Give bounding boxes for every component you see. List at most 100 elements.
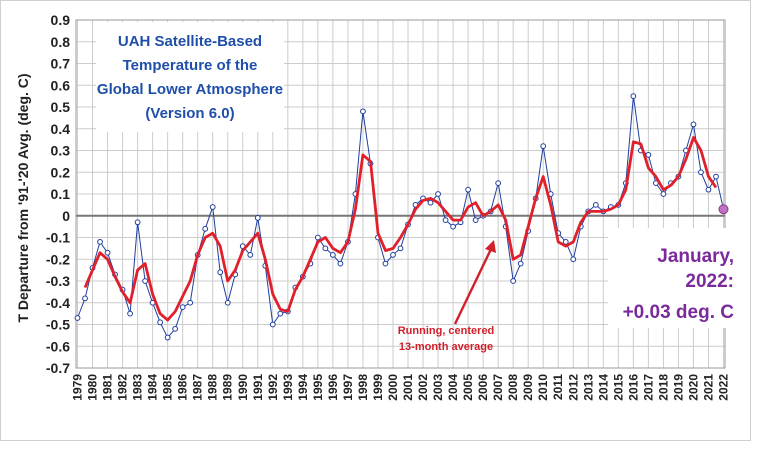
x-tick-label: 2022 xyxy=(716,374,730,401)
monthly-data-point xyxy=(450,223,456,230)
x-tick-label: 1987 xyxy=(191,374,205,401)
y-tick-label: 0.2 xyxy=(51,164,71,180)
x-tick-label: 1984 xyxy=(146,374,160,401)
monthly-data-point xyxy=(179,304,186,311)
monthly-data-point xyxy=(660,191,667,197)
monthly-data-point xyxy=(224,299,231,306)
monthly-data-point xyxy=(382,260,389,267)
monthly-data-point xyxy=(82,295,88,302)
monthly-data-point xyxy=(202,225,209,232)
running-average-arrowhead xyxy=(485,240,496,253)
running-average-label-line-2: 13-month average xyxy=(399,341,493,353)
x-tick-label: 1985 xyxy=(161,374,175,401)
x-tick-label: 1983 xyxy=(131,374,145,401)
monthly-data-point xyxy=(142,278,149,284)
monthly-data-point xyxy=(645,151,652,158)
x-tick-label: 2012 xyxy=(566,374,580,401)
monthly-data-point xyxy=(314,234,321,241)
x-tick-label: 1996 xyxy=(326,374,340,401)
monthly-data-point xyxy=(217,269,224,276)
x-tick-labels: 1979 1980 1981 1982 1983 1984 1985 1986 1987 1988… xyxy=(71,374,731,401)
x-tick-label: 2015 xyxy=(611,374,625,401)
monthly-data-point xyxy=(209,204,216,210)
plot-border xyxy=(75,19,726,369)
x-tick-label: 2011 xyxy=(551,374,565,400)
y-tick-label: -0.5 xyxy=(46,317,70,333)
monthly-data-point xyxy=(322,245,329,252)
x-tick-label: 1997 xyxy=(341,374,355,401)
chart-title-line-3: Global Lower Atmosphere xyxy=(97,81,283,98)
x-tick-label: 1980 xyxy=(86,374,100,401)
x-tick-label: 1999 xyxy=(371,374,385,401)
monthly-data-point xyxy=(157,319,164,326)
y-tick-label: 0.4 xyxy=(51,121,71,137)
running-average-label-line-1: Running, centered xyxy=(398,325,495,337)
monthly-data-point xyxy=(465,186,472,193)
x-tick-label: 2000 xyxy=(386,374,400,401)
x-tick-label: 2016 xyxy=(626,374,640,401)
chart-title-line-4: (Version 6.0) xyxy=(145,105,234,122)
monthly-data-point xyxy=(397,245,404,252)
y-tick-label: -0.6 xyxy=(46,338,70,354)
x-tick-label: 2009 xyxy=(521,374,535,401)
x-tick-label: 2002 xyxy=(416,374,430,401)
x-tick-label: 1981 xyxy=(101,374,115,401)
latest-value-marker xyxy=(718,204,729,215)
y-tick-label: 0.8 xyxy=(51,34,71,50)
y-tick-labels: -0.7 -0.6 -0.5 -0.4 -0.3 -0.2 -0.1 0 0.1 0.2 0.3 0.… xyxy=(46,12,70,376)
x-tick-label: 2006 xyxy=(476,374,490,401)
monthly-data-point xyxy=(127,310,133,317)
monthly-data-point xyxy=(517,260,524,267)
monthly-data-point xyxy=(713,173,719,180)
x-tick-label: 1982 xyxy=(116,374,130,401)
x-tick-label: 1995 xyxy=(311,374,325,401)
monthly-data-point xyxy=(74,315,81,321)
monthly-data-point xyxy=(134,219,141,226)
y-tick-label: -0.4 xyxy=(46,295,70,311)
monthly-data-point xyxy=(472,217,479,224)
monthly-data-point xyxy=(97,238,103,245)
x-tick-label: 2021 xyxy=(701,374,715,401)
chart-title-line-2: Temperature of the xyxy=(123,57,258,74)
monthly-data-point xyxy=(698,169,704,176)
latest-value-line-2: 2022: xyxy=(685,271,734,292)
y-axis-label: T Departure from '91-'20 Avg. (deg. C) xyxy=(15,73,31,322)
y-tick-label: 0.5 xyxy=(51,99,71,115)
monthly-data-point xyxy=(690,121,697,128)
x-tick-label: 2018 xyxy=(656,374,670,401)
running-average-line xyxy=(83,136,718,322)
monthly-data-point xyxy=(164,334,171,341)
monthly-data-point xyxy=(360,108,366,115)
monthly-data-point xyxy=(390,252,396,258)
x-tick-label: 2001 xyxy=(401,374,415,401)
x-tick-label: 2008 xyxy=(506,374,520,401)
monthly-data-point xyxy=(337,260,344,267)
monthly-data-point xyxy=(254,215,261,221)
x-tick-label: 2003 xyxy=(431,374,445,401)
x-tick-label: 1994 xyxy=(296,374,310,401)
monthly-data-point xyxy=(187,299,194,306)
x-tick-label: 1993 xyxy=(281,374,295,401)
monthly-data-point xyxy=(562,238,569,245)
y-tick-label: 0.3 xyxy=(51,143,71,159)
monthly-data-point xyxy=(570,256,577,263)
monthly-data-point xyxy=(510,278,517,284)
x-tick-label: 1991 xyxy=(251,374,265,401)
chart-title-line-1: UAH Satellite-Based xyxy=(118,33,262,50)
x-tick-label: 2005 xyxy=(461,374,475,401)
x-tick-label: 2017 xyxy=(641,374,655,401)
y-tick-label: 0.1 xyxy=(51,186,71,202)
y-tick-label: -0.7 xyxy=(46,360,70,376)
x-tick-label: 1986 xyxy=(176,374,190,401)
title-box xyxy=(96,22,284,132)
running-average-series xyxy=(83,136,718,322)
monthly-data-point xyxy=(435,191,441,197)
latest-value-line-3: +0.03 deg. C xyxy=(623,302,735,323)
x-tick-label: 2013 xyxy=(581,374,595,401)
x-tick-label: 2020 xyxy=(686,374,700,401)
x-tick-label: 2007 xyxy=(491,374,505,401)
y-tick-label: -0.3 xyxy=(46,273,70,289)
y-tick-label: -0.2 xyxy=(46,251,70,267)
